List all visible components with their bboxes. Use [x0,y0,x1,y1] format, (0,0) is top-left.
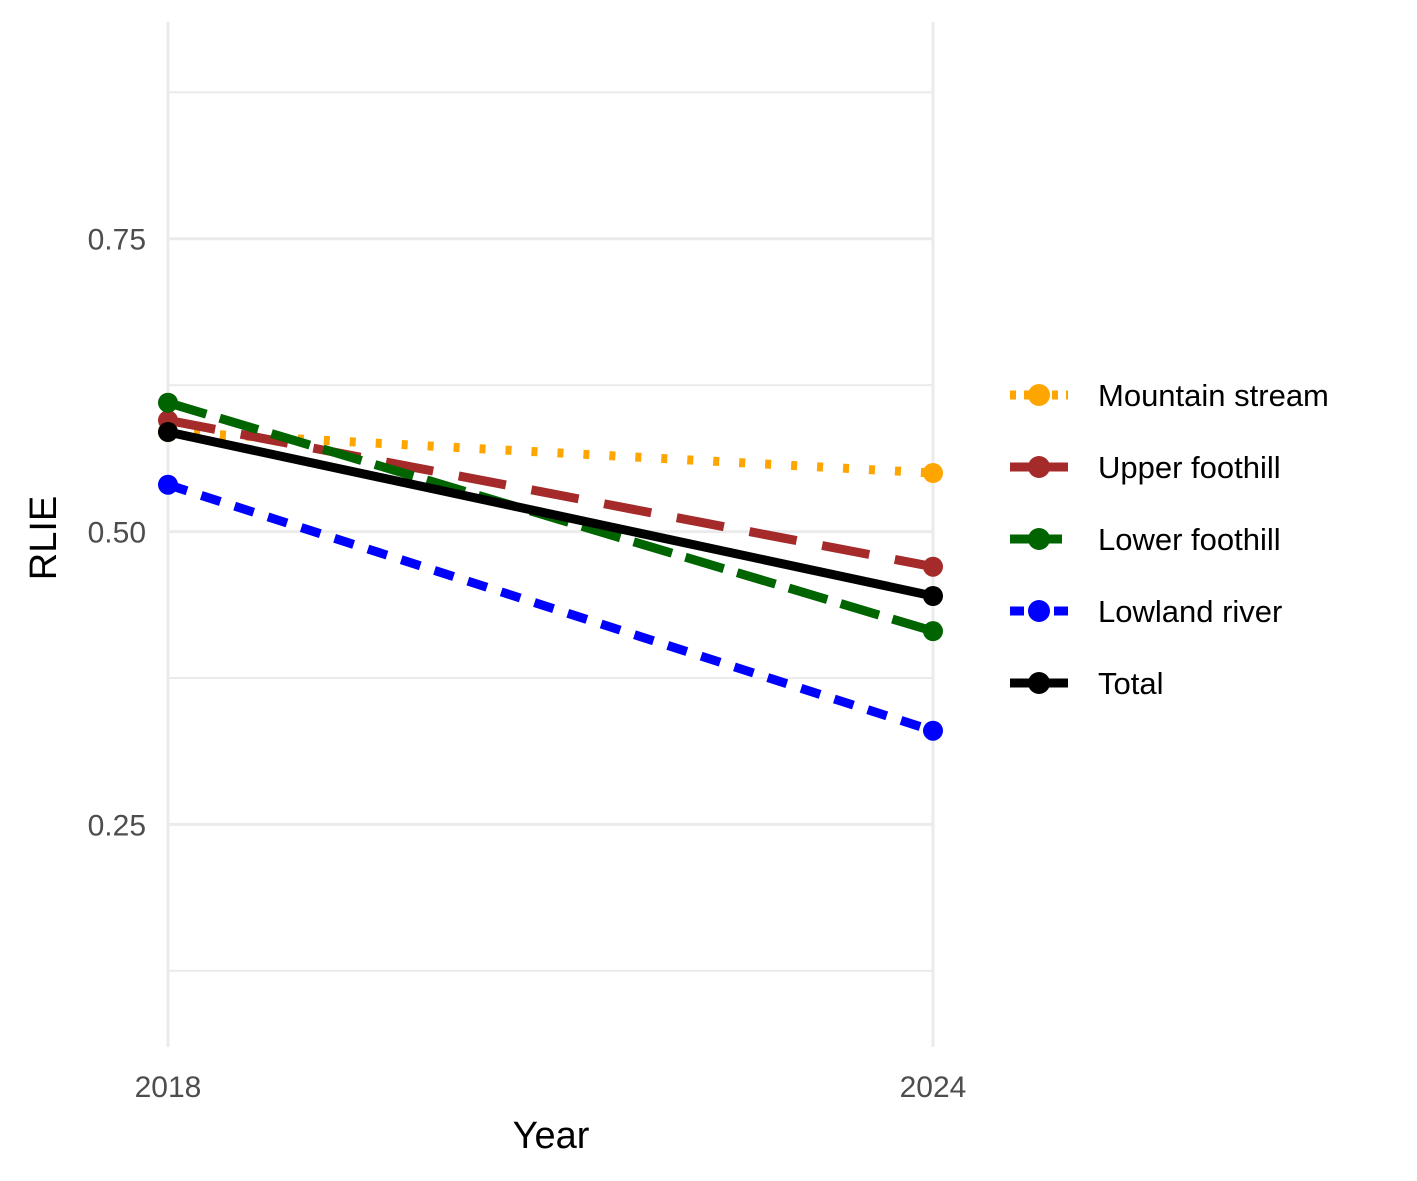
series-lines [158,392,943,741]
data-point [923,463,943,483]
legend-item: Lowland river [1010,594,1282,629]
legend-label: Lower foothill [1098,522,1281,557]
x-tick-label: 2018 [135,1071,202,1104]
series-total [158,422,943,606]
data-point [923,621,943,642]
legend-item: Total [1010,666,1163,701]
legend-key-point [1028,672,1050,694]
x-tick-label: 2024 [900,1071,967,1104]
data-point [158,392,178,413]
series-line [167,415,934,572]
y-tick-label: 0.50 [88,517,146,550]
data-point [158,474,178,495]
legend: Mountain stream Upper foothill Lower footh… [1010,378,1329,701]
series-lowland-river [158,474,943,741]
legend-key-point [1028,456,1050,478]
data-point [923,586,943,606]
series-line [166,480,935,735]
grid-lines [166,22,935,1047]
legend-label: Mountain stream [1098,378,1329,413]
legend-label: Upper foothill [1098,450,1281,485]
legend-label: Total [1098,666,1163,701]
legend-label: Lowland river [1098,594,1282,629]
legend-item: Upper foothill [1010,450,1281,485]
data-point [923,556,943,577]
legend-item: Mountain stream [1010,378,1329,413]
series-line [167,427,934,601]
y-tick-label: 0.75 [88,224,146,257]
data-point [158,422,178,442]
legend-key-point [1028,528,1050,550]
legend-item: Lower foothill [1010,522,1281,557]
y-axis-title: RLIE [23,496,65,580]
data-point [923,720,943,741]
legend-key-point [1028,384,1050,406]
axis-ticks: 0.25 0.50 0.75 2018 2024 [88,224,967,1104]
legend-key-point [1028,600,1050,622]
y-tick-label: 0.25 [88,809,146,842]
x-axis-title: Year [513,1115,590,1157]
